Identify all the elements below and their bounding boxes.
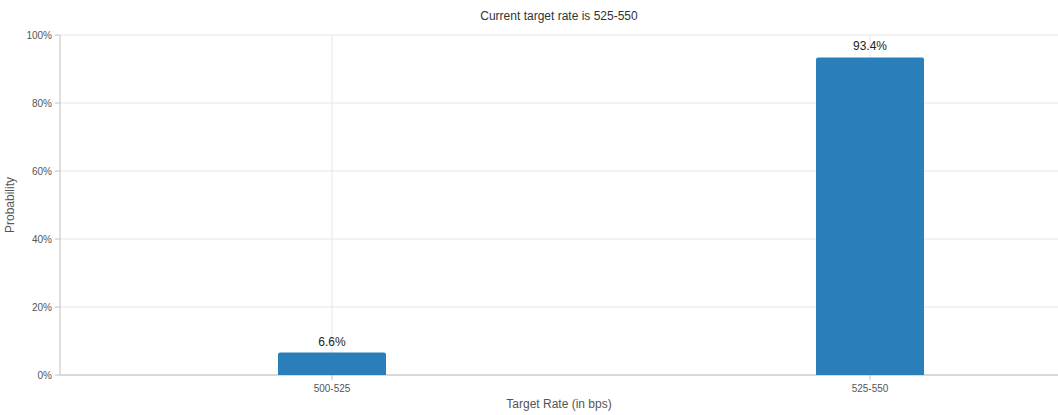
x-tick-label: 525-550: [852, 383, 889, 394]
chart-container: 0% 20% 40% 60% 80% 100% 500-525 525-550 6.6% 93.4…: [0, 0, 1058, 415]
y-axis: [60, 35, 61, 375]
y-tick-label: 0%: [38, 370, 53, 381]
grid-line: [332, 35, 333, 375]
y-tick: [55, 239, 60, 240]
data-label: 6.6%: [318, 335, 346, 349]
bar: [816, 57, 924, 375]
y-tick: [55, 103, 60, 104]
grid-line: [60, 35, 1058, 36]
y-tick-label: 40%: [32, 234, 52, 245]
x-axis-label: Target Rate (in bps): [506, 397, 611, 411]
y-axis-label: Probability: [3, 177, 17, 233]
y-tick-label: 20%: [32, 302, 52, 313]
x-tick: [870, 375, 871, 380]
y-tick: [55, 171, 60, 172]
y-tick: [55, 375, 60, 376]
chart: 0% 20% 40% 60% 80% 100% 500-525 525-550 6.6% 93.4…: [0, 0, 1058, 415]
y-tick: [55, 307, 60, 308]
data-label: 93.4%: [853, 39, 887, 53]
y-tick: [55, 35, 60, 36]
bar: [278, 353, 386, 375]
y-tick-label: 60%: [32, 166, 52, 177]
title: Current target rate is 525-550: [480, 9, 638, 23]
y-tick-label: 80%: [32, 98, 52, 109]
x-tick: [332, 375, 333, 380]
bars: [278, 57, 924, 375]
y-tick-label: 100%: [26, 30, 52, 41]
x-tick-label: 500-525: [314, 383, 351, 394]
